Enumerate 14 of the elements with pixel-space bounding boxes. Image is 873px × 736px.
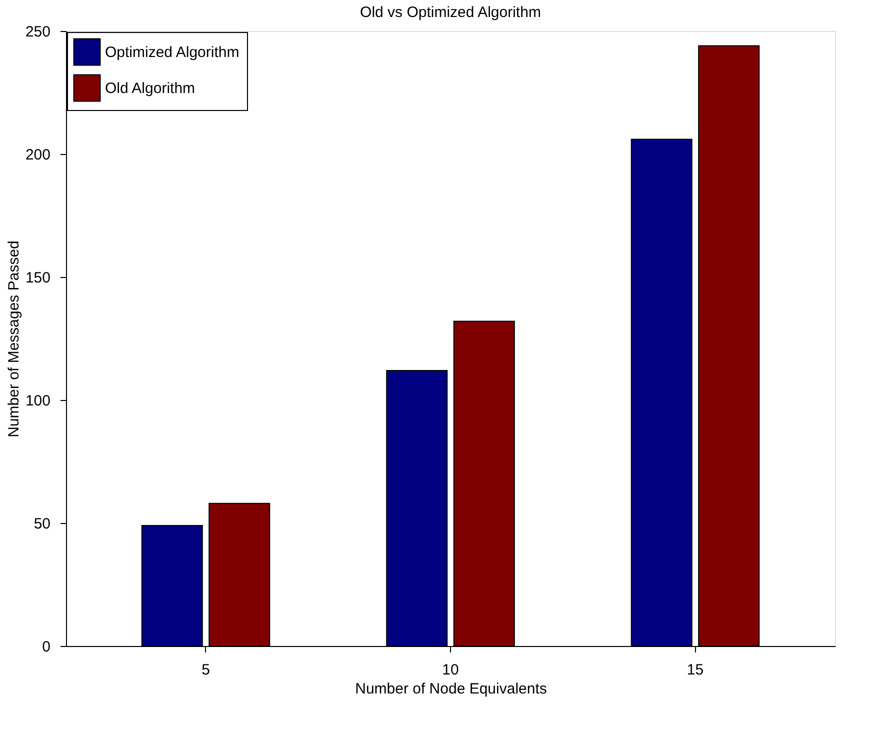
x-axis-title: Number of Node Equivalents [355,680,547,698]
legend-label: Optimized Algorithm [105,44,240,61]
legend-label: Old Algorithm [105,80,196,97]
x-tick-label: 5 [202,662,210,678]
x-tick-label: 15 [686,662,704,678]
y-tick-label: 250 [25,24,50,40]
y-tick-label: 50 [34,516,50,532]
y-tick-label: 150 [25,270,50,286]
y-tick-label: 200 [25,146,50,164]
y-axis-title: Number of Messages Passed [5,240,22,438]
y-tick-label: 100 [25,392,50,410]
x-tick-label: 10 [442,662,459,678]
chart-title: Old vs Optimized Algorithm [360,4,541,21]
y-tick-label: 0 [42,638,50,656]
